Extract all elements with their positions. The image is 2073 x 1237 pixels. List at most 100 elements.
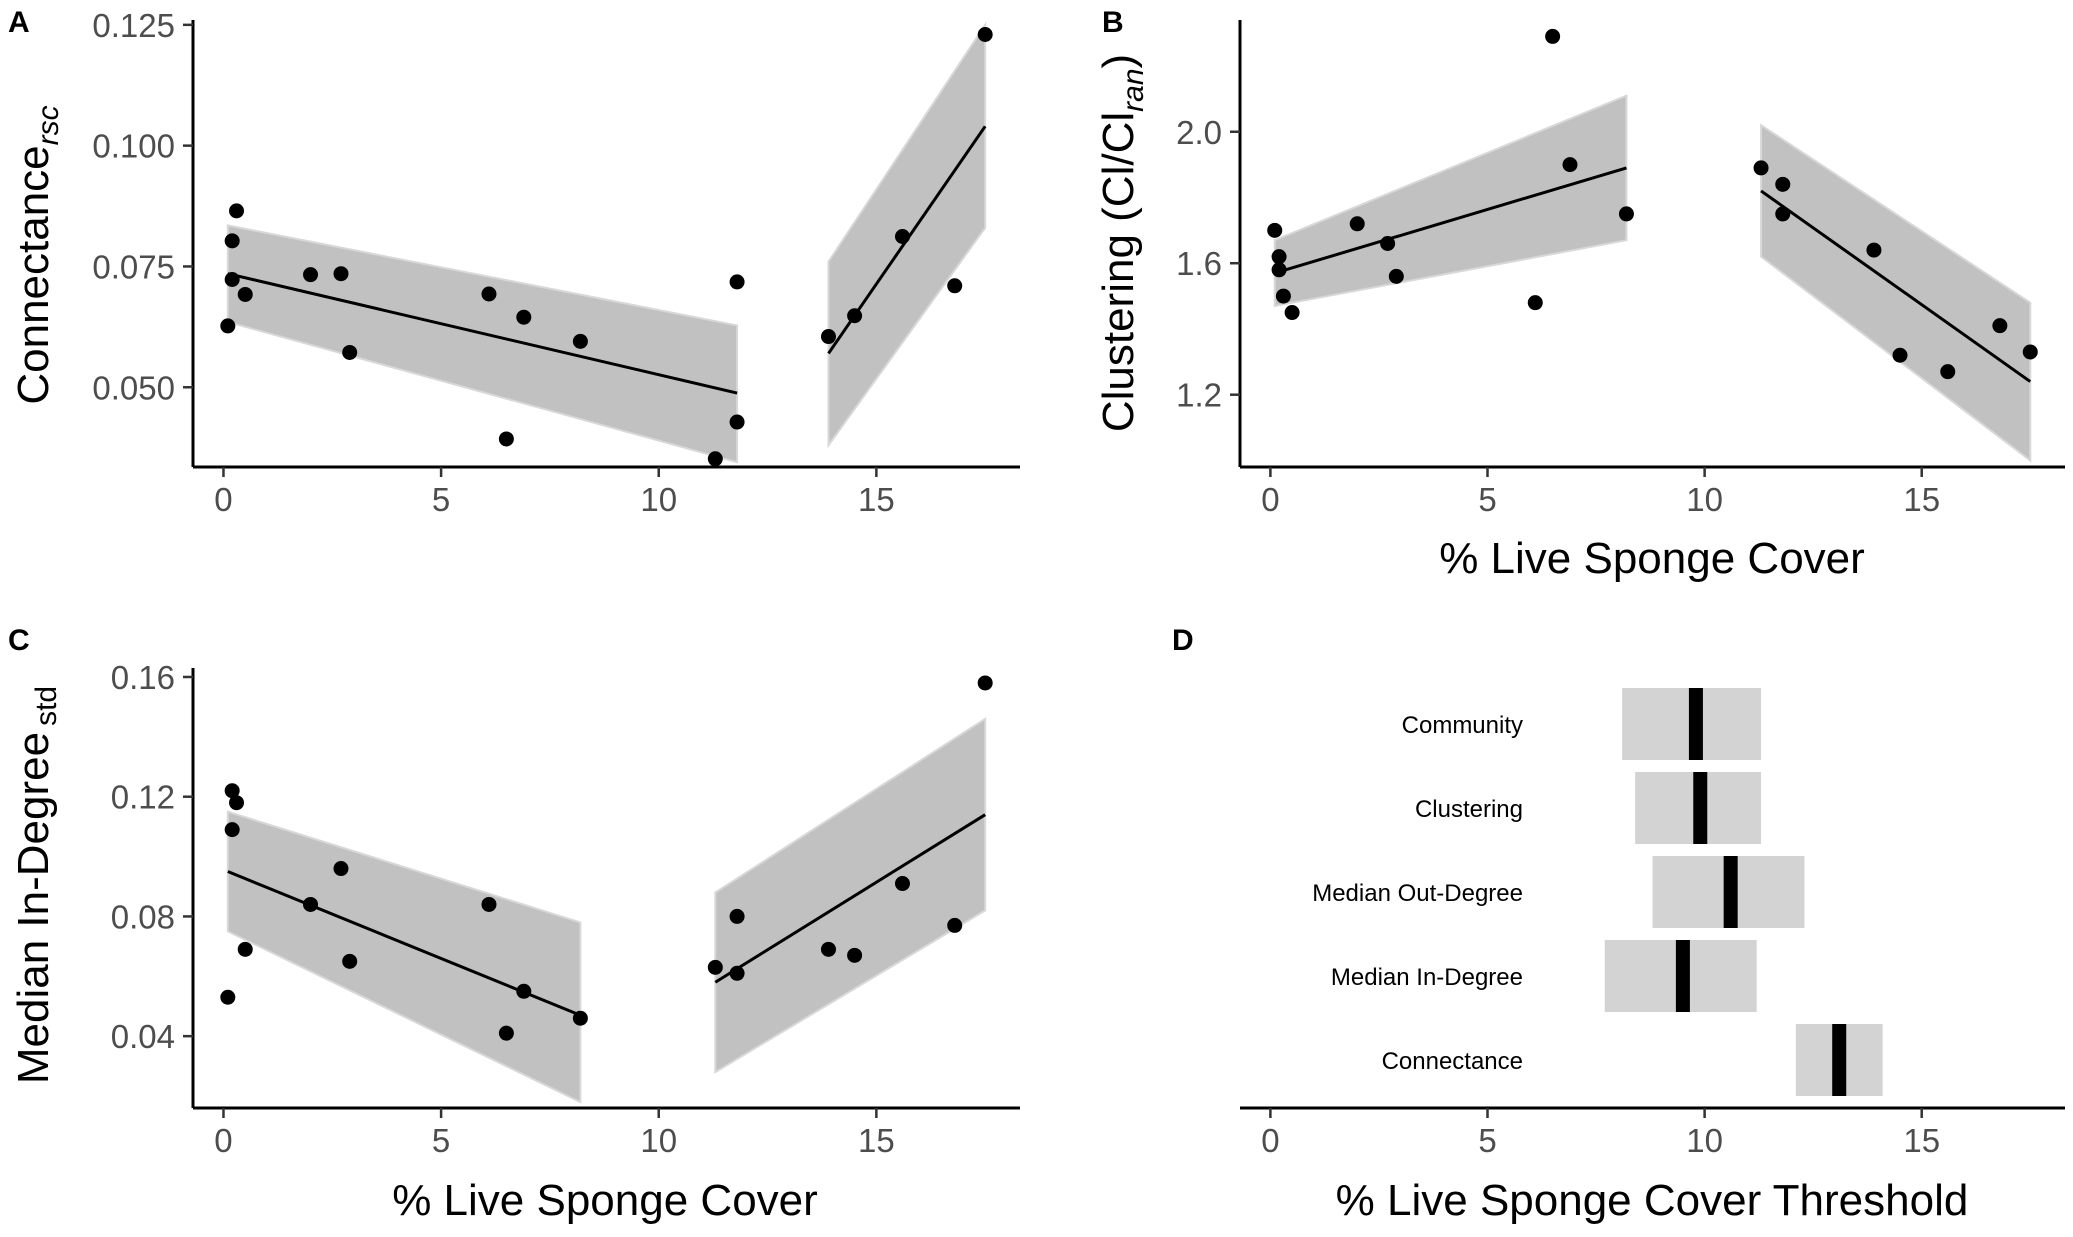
threshold-estimate-mark [1693, 772, 1708, 844]
x-axis-label-b: % Live Sponge Cover [1439, 534, 1865, 583]
category-label: Community [1402, 712, 1523, 739]
data-point-c [237, 941, 253, 957]
confidence-band-b [1273, 94, 1628, 308]
data-point-a [333, 266, 349, 282]
data-point-b [1753, 160, 1769, 176]
data-point-b [1940, 364, 1956, 380]
data-point-a [894, 228, 910, 244]
threshold-estimate-mark [1723, 856, 1738, 928]
panel-a: A 0 5 10 15 0.050 0.075 0.100 0.125 Connectance… [8, 6, 1020, 518]
data-point-c [729, 908, 745, 924]
data-point-a [947, 278, 963, 294]
data-point-c [498, 1025, 514, 1041]
data-point-c [894, 876, 910, 892]
data-point-b [1388, 268, 1404, 284]
data-point-b [1527, 295, 1543, 311]
confidence-band-b [1760, 123, 2032, 463]
data-point-b [1545, 28, 1561, 44]
data-point-b [1992, 318, 2008, 334]
data-point-b [1618, 206, 1634, 222]
data-point-b [1562, 157, 1578, 173]
y-tick-label-b: 1.6 [1176, 245, 1222, 282]
x-tick-label-c: 0 [214, 1122, 232, 1159]
confidence-bands-a [226, 21, 987, 464]
data-point-a [729, 274, 745, 290]
data-point-c [220, 989, 236, 1005]
x-tick-label-c: 5 [432, 1122, 450, 1159]
data-point-a [229, 203, 245, 219]
category-label: Connectance [1382, 1048, 1523, 1075]
panel-b: B 0 5 10 151.21.62.0 Clustering (Cl/Clran) … [1094, 6, 2065, 583]
category-label: Median In-Degree [1331, 964, 1523, 991]
x-tick-label-d: 10 [1686, 1122, 1723, 1159]
data-point-c [333, 861, 349, 877]
y-axis-label-c: Median In-Degreestd [9, 686, 63, 1084]
data-point-b [1775, 206, 1791, 222]
x-tick-label-a: 0 [214, 481, 232, 518]
data-point-a [303, 267, 319, 283]
panel-d: D Community Clustering Median Out-Degree Me… [1172, 624, 2065, 1225]
data-point-b [1349, 216, 1365, 232]
panel-c: C 0 5 10 15 0.04 0.08 0.12 0.16 Median In-Degre… [8, 624, 1020, 1225]
data-point-a [224, 272, 240, 288]
x-tick-label-c: 15 [858, 1122, 895, 1159]
data-point-b [1271, 262, 1287, 278]
fit-line-b [1274, 166, 1627, 275]
data-point-c [224, 822, 240, 838]
y-tick-label-c: 0.16 [111, 659, 175, 696]
category-label: Median Out-Degree [1312, 880, 1523, 907]
data-point-c [947, 917, 963, 933]
data-point-c [229, 795, 245, 811]
axes-d: 0 5 10 15 [1240, 1106, 2065, 1159]
points-a [220, 26, 993, 467]
fit-line-c [714, 813, 986, 984]
threshold-estimate-mark [1675, 940, 1690, 1012]
data-point-b [1271, 249, 1287, 265]
y-tick-label-a: 0.125 [92, 7, 175, 44]
data-point-c [977, 675, 993, 691]
data-point-c [572, 1010, 588, 1026]
panel-label-a: A [8, 6, 30, 39]
data-point-c [303, 896, 319, 912]
threshold-estimate-mark [1688, 688, 1703, 760]
data-point-a [572, 333, 588, 349]
panel-label-c: C [8, 624, 30, 657]
data-point-b [1380, 236, 1396, 251]
data-point-c [516, 983, 532, 999]
y-tick-label-c: 0.08 [111, 898, 175, 935]
data-point-c [820, 941, 836, 957]
x-tick-label-a: 15 [858, 481, 895, 518]
y-tick-label-c: 0.04 [111, 1018, 175, 1055]
x-axis-label-d: % Live Sponge Cover Threshold [1336, 1176, 1969, 1225]
panel-label-d: D [1172, 624, 1194, 657]
data-point-a [847, 308, 863, 324]
fit-lines-b [1274, 166, 2032, 383]
y-tick-label-a: 0.100 [92, 128, 175, 165]
data-point-c [707, 959, 723, 975]
x-tick-label-c: 10 [640, 1122, 677, 1159]
x-axis-label-c: % Live Sponge Cover [392, 1176, 818, 1225]
axes-a: 0 5 10 15 0.050 0.075 0.100 0.125 [92, 7, 1020, 518]
axes-c: 0 5 10 15 0.04 0.08 0.12 0.16 [111, 659, 1020, 1159]
data-point-b [1267, 222, 1283, 238]
y-tick-label-b: 1.2 [1176, 377, 1222, 414]
data-point-b [1866, 242, 1882, 258]
x-tick-label-b: 15 [1903, 481, 1940, 518]
data-point-a [516, 309, 532, 325]
x-tick-label-a: 10 [640, 481, 677, 518]
confidence-band-c [226, 810, 582, 1104]
x-tick-label-d: 0 [1261, 1122, 1279, 1159]
data-point-a [498, 431, 514, 447]
category-label: Clustering [1415, 796, 1523, 823]
axes-b: 0 5 10 15 1.2 1.6 2.0 [1176, 20, 2065, 518]
x-tick-label-a: 5 [432, 481, 450, 518]
data-point-a [481, 286, 497, 302]
data-point-b [1775, 176, 1791, 192]
points-c [220, 675, 993, 1041]
x-tick-label-b: 10 [1686, 481, 1723, 518]
y-axis-label-b: Clustering (Cl/Clran) [1094, 54, 1150, 432]
panel-label-b: B [1102, 6, 1124, 39]
confidence-bands-b [1273, 94, 2032, 463]
data-point-a [820, 329, 836, 345]
